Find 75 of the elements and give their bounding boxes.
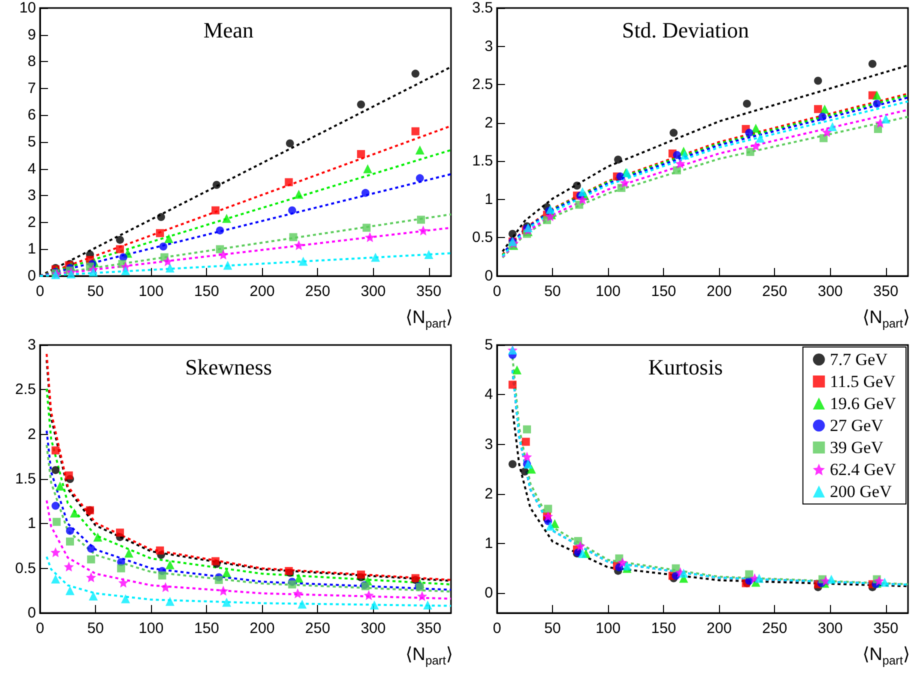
y-tick-label: 7 — [28, 80, 36, 97]
x-tick-label: 150 — [651, 620, 676, 637]
x-tick-label: 150 — [194, 620, 220, 637]
legend-label: 62.4 GeV — [830, 460, 897, 479]
chart-title: Skewness — [185, 354, 272, 380]
y-tick-label: 2.5 — [15, 381, 36, 398]
y-tick-label: 0 — [484, 268, 493, 284]
y-tick-label: 3.5 — [472, 0, 493, 16]
y-tick-label: 2 — [484, 114, 493, 132]
x-tick-label: 200 — [250, 283, 275, 300]
x-tick-label: 250 — [762, 283, 788, 300]
y-tick-label: 3 — [484, 436, 493, 453]
x-tick-label: 200 — [706, 620, 732, 637]
x-tick-label: 50 — [544, 283, 561, 300]
x-axis-title: ⟨N$_{part}$⟩ — [862, 644, 910, 668]
legend-label: 39 GeV — [830, 438, 884, 457]
x-tick-label: 300 — [360, 283, 386, 300]
chart-title: Kurtosis — [648, 354, 723, 380]
x-axis-title: ⟨N$_{part}$⟩ — [405, 307, 453, 331]
y-tick-label: 1 — [484, 190, 493, 208]
y-tick-label: 0 — [28, 604, 36, 622]
x-tick-label: 100 — [138, 620, 164, 637]
legend-label: 19.6 GeV — [830, 394, 897, 413]
y-tick-label: 1 — [484, 535, 493, 552]
y-tick-label: 2 — [28, 426, 36, 443]
x-tick-label: 100 — [596, 620, 621, 637]
y-tick-label: 5 — [484, 336, 493, 354]
y-tick-label: 1 — [28, 240, 36, 258]
legend-label: 11.5 GeV — [830, 372, 896, 391]
y-tick-label: 2 — [28, 214, 36, 231]
x-tick-label: 300 — [360, 620, 386, 637]
y-tick-label: 0.5 — [15, 560, 36, 577]
x-axis-title: ⟨N$_{part}$⟩ — [862, 307, 910, 331]
x-tick-label: 300 — [818, 620, 843, 637]
x-tick-label: 250 — [305, 620, 330, 637]
y-tick-label: 2.5 — [472, 76, 493, 94]
y-tick-label: 2 — [484, 485, 493, 502]
y-tick-label: 3 — [484, 38, 493, 55]
x-tick-label: 50 — [544, 620, 561, 637]
y-tick-label: 10 — [19, 0, 36, 16]
y-tick-label: 3 — [28, 336, 36, 354]
x-tick-label: 200 — [706, 283, 732, 300]
y-tick-label: 6 — [28, 106, 36, 124]
legend-label: 200 GeV — [830, 482, 892, 501]
x-tick-label: 100 — [596, 283, 621, 300]
y-tick-label: 4 — [484, 386, 493, 404]
y-tick-label: 9 — [28, 26, 36, 44]
x-tick-label: 250 — [305, 283, 330, 300]
y-tick-label: 1.5 — [15, 470, 36, 488]
x-tick-label: 100 — [138, 283, 164, 300]
legend-label: 27 GeV — [830, 416, 884, 435]
chart-title: Std. Deviation — [622, 18, 750, 42]
x-tick-label: 350 — [873, 283, 898, 300]
y-tick-label: 4 — [28, 160, 36, 178]
x-tick-label: 150 — [651, 283, 676, 300]
legend-label: 7.7 GeV — [830, 350, 888, 369]
x-tick-label: 350 — [873, 620, 898, 637]
x-tick-label: 50 — [87, 283, 104, 300]
x-tick-label: 350 — [416, 620, 442, 637]
x-axis-title: ⟨N$_{part}$⟩ — [405, 644, 453, 668]
y-tick-label: 5 — [28, 134, 36, 150]
y-tick-label: 0.5 — [472, 229, 493, 246]
x-tick-label: 250 — [762, 620, 788, 637]
x-tick-label: 350 — [416, 283, 442, 300]
chart-title: Mean — [203, 18, 254, 42]
x-tick-label: 150 — [194, 283, 220, 300]
y-tick-label: 8 — [28, 53, 36, 70]
x-tick-label: 200 — [250, 620, 275, 637]
y-tick-label: 3 — [28, 187, 36, 204]
x-tick-label: 300 — [818, 283, 843, 300]
y-tick-label: 1.5 — [472, 152, 493, 170]
y-tick-label: 0 — [28, 268, 36, 284]
x-tick-label: 50 — [87, 620, 104, 637]
y-tick-label: 0 — [484, 584, 493, 602]
y-tick-label: 1 — [28, 515, 36, 532]
